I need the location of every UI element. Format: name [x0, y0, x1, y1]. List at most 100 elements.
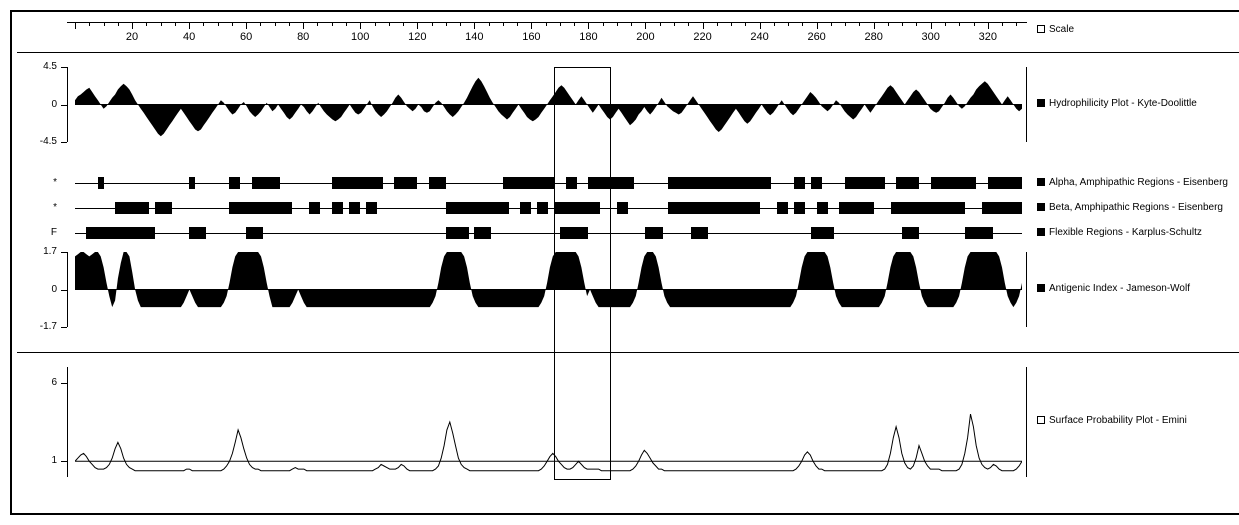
- alpha-region: [794, 177, 805, 189]
- antigenic-right-cap: [1026, 252, 1027, 327]
- scale-marker-icon: [1037, 25, 1045, 33]
- alpha-legend-label: Alpha, Amphipathic Regions - Eisenberg: [1049, 177, 1228, 188]
- flex-region: [560, 227, 589, 239]
- chart-container: 2040608010012014016018020022024026028030…: [10, 10, 1239, 515]
- flex-region: [645, 227, 662, 239]
- scale-axis-row: 20 40 60 80 100 120 140 160 180 200 220 240 260 280 30…: [67, 22, 1027, 47]
- antigenic-ytick-label: -1.7: [27, 321, 57, 332]
- scale-tick-label: 20: [126, 31, 138, 43]
- scale-tick-label: 100: [351, 31, 369, 43]
- beta-region: [349, 202, 360, 214]
- scale-tick-label: 60: [240, 31, 252, 43]
- hydro-legend-marker-icon: [1037, 99, 1045, 107]
- alpha-region: [332, 177, 383, 189]
- beta-region: [668, 202, 759, 214]
- beta-legend-marker-icon: [1037, 203, 1045, 211]
- hydro-ytick-label: -4.5: [27, 136, 57, 147]
- beta-baseline: [75, 208, 1022, 209]
- beta-region: [891, 202, 965, 214]
- alpha-region: [98, 177, 104, 189]
- scale-tick-label: 240: [750, 31, 768, 43]
- beta-region: [537, 202, 548, 214]
- alpha-region: [429, 177, 446, 189]
- antigenic-plot: [75, 252, 1022, 327]
- surface-ytick-label: 6: [27, 377, 57, 388]
- scale-tick-label: 220: [693, 31, 711, 43]
- scale-tick-label: 320: [979, 31, 997, 43]
- flex-baseline: [75, 233, 1022, 234]
- flex-legend-label: Flexible Regions - Karplus-Schultz: [1049, 227, 1202, 238]
- surface-legend-label: Surface Probability Plot - Emini: [1049, 415, 1187, 426]
- scale-tick-label: 180: [579, 31, 597, 43]
- hydro-legend-label: Hydrophilicity Plot - Kyte-Doolittle: [1049, 98, 1197, 109]
- beta-region: [794, 202, 805, 214]
- alpha-region: [252, 177, 263, 189]
- legend-scale: Scale: [1037, 24, 1074, 35]
- flex-region: [189, 227, 206, 239]
- alpha-region: [588, 177, 634, 189]
- alpha-region: [566, 177, 577, 189]
- beta-ylabel: *: [27, 202, 57, 213]
- scale-axis: 20 40 60 80 100 120 140 160 180 200 220 240 260 280 30…: [67, 22, 1027, 42]
- surface-plot: [75, 367, 1022, 477]
- legend-hydro: Hydrophilicity Plot - Kyte-Doolittle: [1037, 98, 1197, 109]
- beta-region: [817, 202, 828, 214]
- alpha-ylabel: *: [27, 177, 57, 188]
- beta-region: [777, 202, 788, 214]
- hydro-ytick-label: 0: [27, 99, 57, 110]
- alpha-region: [503, 177, 554, 189]
- alpha-region: [269, 177, 280, 189]
- flex-region: [811, 227, 834, 239]
- legend-beta: Beta, Amphipathic Regions - Eisenberg: [1037, 202, 1223, 213]
- hydro-plot: [75, 67, 1022, 142]
- beta-region: [332, 202, 343, 214]
- flex-region: [902, 227, 919, 239]
- legend-alpha: Alpha, Amphipathic Regions - Eisenberg: [1037, 177, 1228, 188]
- beta-region: [366, 202, 377, 214]
- alpha-region: [394, 177, 417, 189]
- hydro-yaxis: [67, 67, 68, 142]
- scale-label: Scale: [1049, 24, 1074, 35]
- flex-region: [691, 227, 708, 239]
- alpha-region: [988, 177, 1022, 189]
- scale-tick-label: 80: [297, 31, 309, 43]
- beta-region: [554, 202, 600, 214]
- scale-tick-label: 40: [183, 31, 195, 43]
- surface-ytick-label: 1: [27, 455, 57, 466]
- antigenic-legend-marker-icon: [1037, 284, 1045, 292]
- flex-region: [965, 227, 994, 239]
- antigenic-ytick-label: 0: [27, 284, 57, 295]
- legend-surface: Surface Probability Plot - Emini: [1037, 415, 1187, 426]
- divider: [17, 352, 1239, 353]
- beta-region: [520, 202, 531, 214]
- flex-region: [86, 227, 154, 239]
- flex-ylabel: F: [27, 227, 57, 238]
- beta-region: [229, 202, 292, 214]
- surface-right-cap: [1026, 367, 1027, 477]
- scale-tick-label: 300: [922, 31, 940, 43]
- alpha-region: [811, 177, 822, 189]
- antigenic-ytick-label: 1.7: [27, 246, 57, 257]
- scale-tick-label: 140: [465, 31, 483, 43]
- antigenic-legend-label: Antigenic Index - Jameson-Wolf: [1049, 283, 1190, 294]
- scale-tick-label: 260: [807, 31, 825, 43]
- alpha-region: [931, 177, 977, 189]
- surface-yaxis: [67, 367, 68, 477]
- beta-region: [839, 202, 873, 214]
- scale-tick-label: 200: [636, 31, 654, 43]
- alpha-region: [668, 177, 771, 189]
- flex-region: [246, 227, 263, 239]
- antigenic-yaxis: [67, 252, 68, 327]
- flex-region: [474, 227, 491, 239]
- legend-flex: Flexible Regions - Karplus-Schultz: [1037, 227, 1202, 238]
- beta-region: [617, 202, 628, 214]
- beta-legend-label: Beta, Amphipathic Regions - Eisenberg: [1049, 202, 1223, 213]
- scale-tick-label: 160: [522, 31, 540, 43]
- flex-legend-marker-icon: [1037, 228, 1045, 236]
- scale-tick-label: 280: [864, 31, 882, 43]
- beta-region: [446, 202, 509, 214]
- beta-region: [982, 202, 1022, 214]
- scale-tick-label: 120: [408, 31, 426, 43]
- divider-top: [17, 52, 1239, 53]
- hydro-right-cap: [1026, 67, 1027, 142]
